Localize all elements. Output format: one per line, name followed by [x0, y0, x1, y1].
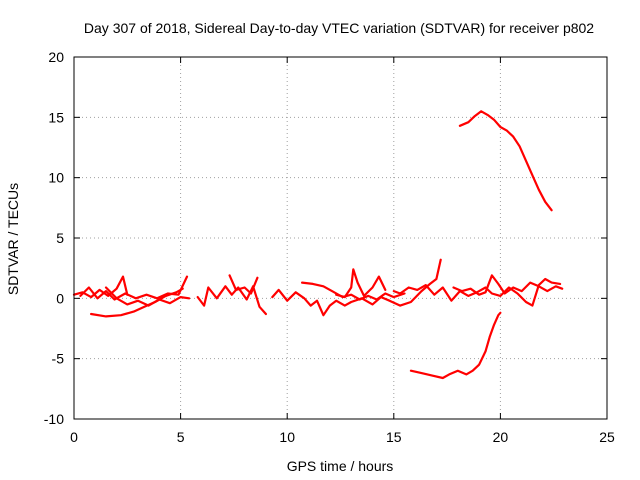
y-tick-label: 0 [56, 290, 64, 306]
y-axis-label: SDTVAR / TECUs [5, 183, 21, 295]
y-tick-label: 20 [48, 49, 64, 65]
x-tick-label: 5 [177, 429, 185, 445]
series-line-arc-11 [452, 274, 564, 296]
plot-frame [73, 56, 608, 420]
y-tick-label: 15 [48, 109, 64, 125]
x-axis-label: GPS time / hours [287, 458, 394, 474]
series-line-arc-13 [458, 110, 553, 212]
series-line-arc-2 [79, 275, 189, 301]
y-tick-label: 10 [48, 170, 64, 186]
series-line-arc-3 [89, 287, 184, 318]
x-tick-label: 10 [279, 429, 295, 445]
plot-series [72, 110, 564, 380]
series-line-arc-7 [271, 258, 442, 317]
series-line-arc-8 [301, 281, 406, 301]
series-line-arc-12 [409, 311, 502, 380]
x-tick-label: 20 [493, 429, 509, 445]
axis-ticks: 0 5 10 15 20 25 20 15 10 5 0 -5 -10 [44, 49, 615, 445]
series-line-arc-10 [392, 277, 562, 307]
series-line-arc-9 [335, 268, 387, 299]
series-line-arc-4 [104, 286, 191, 307]
x-tick-label: 15 [386, 429, 402, 445]
y-tick-label: -10 [44, 411, 64, 427]
chart-title: Day 307 of 2018, Sidereal Day-to-day VTE… [84, 20, 594, 36]
grid [74, 57, 607, 419]
series-line-arc-5 [196, 285, 267, 316]
y-tick-label: 5 [56, 230, 64, 246]
x-tick-label: 0 [70, 429, 78, 445]
x-tick-label: 25 [599, 429, 615, 445]
y-tick-label: -5 [52, 351, 65, 367]
series-line-arc-6 [228, 274, 259, 295]
